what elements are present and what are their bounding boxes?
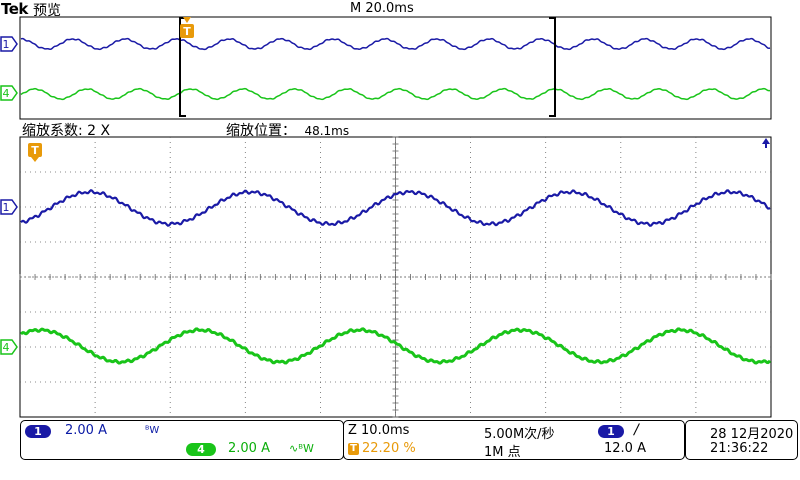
brand-logo: Tek [1, 0, 28, 18]
overview-panel[interactable]: T 1 4 [0, 14, 800, 122]
ch1-bandwidth-limit-icon: ᴮW [145, 425, 160, 436]
record-length: 1M 点 [484, 445, 521, 460]
trigger-slope-icon: / [634, 422, 639, 438]
ch4-badge[interactable]: 4 [186, 443, 216, 456]
main-graticule[interactable]: T 1 4 [0, 136, 800, 420]
sample-rate: 5.00M次/秒 [484, 427, 555, 442]
channel-readout-box[interactable]: 1 2.00 A ᴮW 4 2.00 A ∿ᴮW [20, 420, 344, 460]
acquisition-mode: 预览 [33, 3, 61, 19]
overview-ch1-marker[interactable]: 1 [0, 36, 18, 52]
ch4-bandwidth-limit-icon: ∿ᴮW [289, 442, 314, 455]
main-ch1-waveform [20, 188, 771, 227]
time-display: 21:36:22 [710, 441, 769, 456]
main-trigger-marker[interactable]: T [28, 143, 42, 162]
overview-trigger-marker[interactable]: T [180, 17, 194, 38]
zoom-window-left-bracket[interactable] [179, 17, 186, 117]
ch4-scale: 2.00 A [228, 441, 270, 456]
date-display: 28 12月2020 [710, 427, 794, 442]
svg-text:4: 4 [3, 87, 10, 100]
svg-text:4: 4 [3, 341, 10, 354]
zoom-position-readout: 缩放位置： 48.1ms [226, 120, 349, 140]
svg-text:T: T [183, 25, 191, 38]
graticule-grid [19, 136, 772, 418]
ch1-badge[interactable]: 1 [25, 425, 51, 438]
main-ch1-marker[interactable]: 1 [0, 199, 18, 215]
overview-ch4-waveform [20, 87, 771, 101]
zoom-timebase: Z 10.0ms [348, 423, 410, 438]
overview-ch4-marker[interactable]: 4 [0, 85, 18, 101]
zoom-factor-label: 缩放系数: 2 X [22, 123, 111, 139]
zoom-position-value: 48.1ms [304, 124, 350, 138]
trigger-position-icon: T [348, 442, 359, 455]
ch1-scale: 2.00 A [65, 423, 107, 438]
trigger-level: 12.0 A [604, 441, 646, 456]
overview-ch1-waveform [20, 37, 771, 51]
svg-text:1: 1 [3, 201, 10, 214]
zoom-window-right-bracket[interactable] [549, 17, 556, 117]
overview-timebase: M 20.0ms [350, 1, 414, 16]
svg-text:T: T [31, 144, 39, 157]
trigger-source-badge[interactable]: 1 [598, 425, 624, 438]
main-ch4-marker[interactable]: 4 [0, 339, 18, 355]
svg-text:1: 1 [3, 38, 10, 51]
zoom-position-label: 缩放位置： [226, 123, 296, 139]
datetime-box: 28 12月2020 21:36:22 [685, 420, 798, 460]
trigger-position-readout: T 22.20 % [348, 441, 416, 456]
main-ch4-waveform [19, 327, 772, 365]
timing-trigger-box[interactable]: Z 10.0ms T 22.20 % 5.00M次/秒 1M 点 1 / 12.0… [343, 420, 685, 460]
trigger-level-arrow-icon[interactable] [762, 138, 770, 148]
trigger-position-value: 22.20 % [362, 441, 416, 456]
